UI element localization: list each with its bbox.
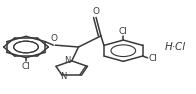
Text: O: O [93,7,100,16]
Text: Cl: Cl [149,54,158,63]
Text: N: N [60,72,66,81]
Text: O: O [51,34,58,43]
Text: Cl: Cl [119,27,128,36]
Text: Cl: Cl [22,62,30,71]
Text: H·Cl: H·Cl [164,42,185,52]
Text: N: N [64,56,70,65]
